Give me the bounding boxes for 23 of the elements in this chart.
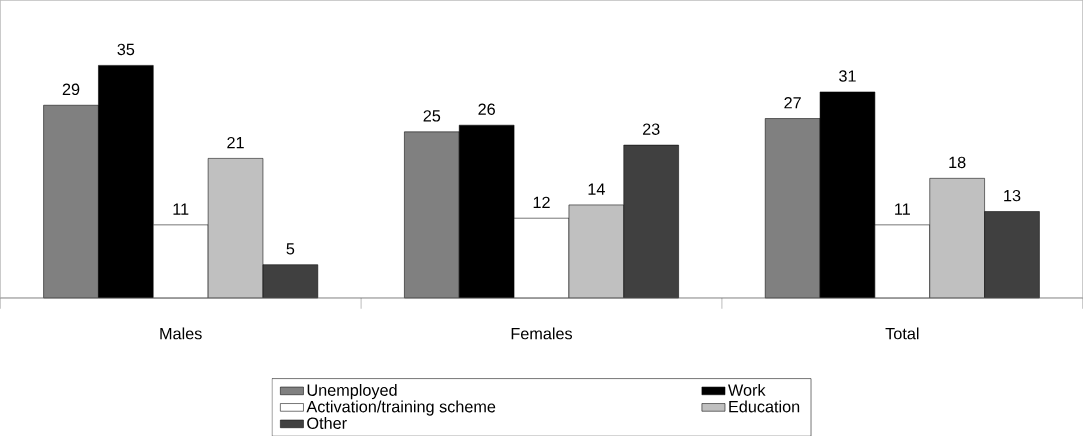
x-tick-label: Males xyxy=(160,327,202,340)
legend-label: Activation/training scheme xyxy=(306,400,496,416)
legend-label: Work xyxy=(728,383,766,396)
data-label: 5 xyxy=(286,242,295,255)
data-label: 18 xyxy=(949,156,966,168)
data-label: 29 xyxy=(62,83,80,95)
legend-label: Unemployed xyxy=(307,383,397,399)
data-label: 13 xyxy=(1004,189,1021,202)
x-tick-label: Females xyxy=(511,327,573,340)
data-label: 21 xyxy=(227,136,244,148)
data-label: 31 xyxy=(839,70,856,82)
data-label: 25 xyxy=(423,109,441,122)
legend-label: Education xyxy=(729,400,800,413)
legend-label: Other xyxy=(307,416,347,429)
data-label: 26 xyxy=(478,103,495,115)
x-tick-label: Total xyxy=(885,327,919,340)
data-label: 23 xyxy=(642,123,660,135)
data-label: 35 xyxy=(117,43,135,55)
data-label: 12 xyxy=(533,196,550,208)
data-label: 11 xyxy=(173,203,189,215)
data-label: 14 xyxy=(588,183,605,195)
data-label: 11 xyxy=(895,203,910,215)
data-label: 27 xyxy=(784,96,801,109)
